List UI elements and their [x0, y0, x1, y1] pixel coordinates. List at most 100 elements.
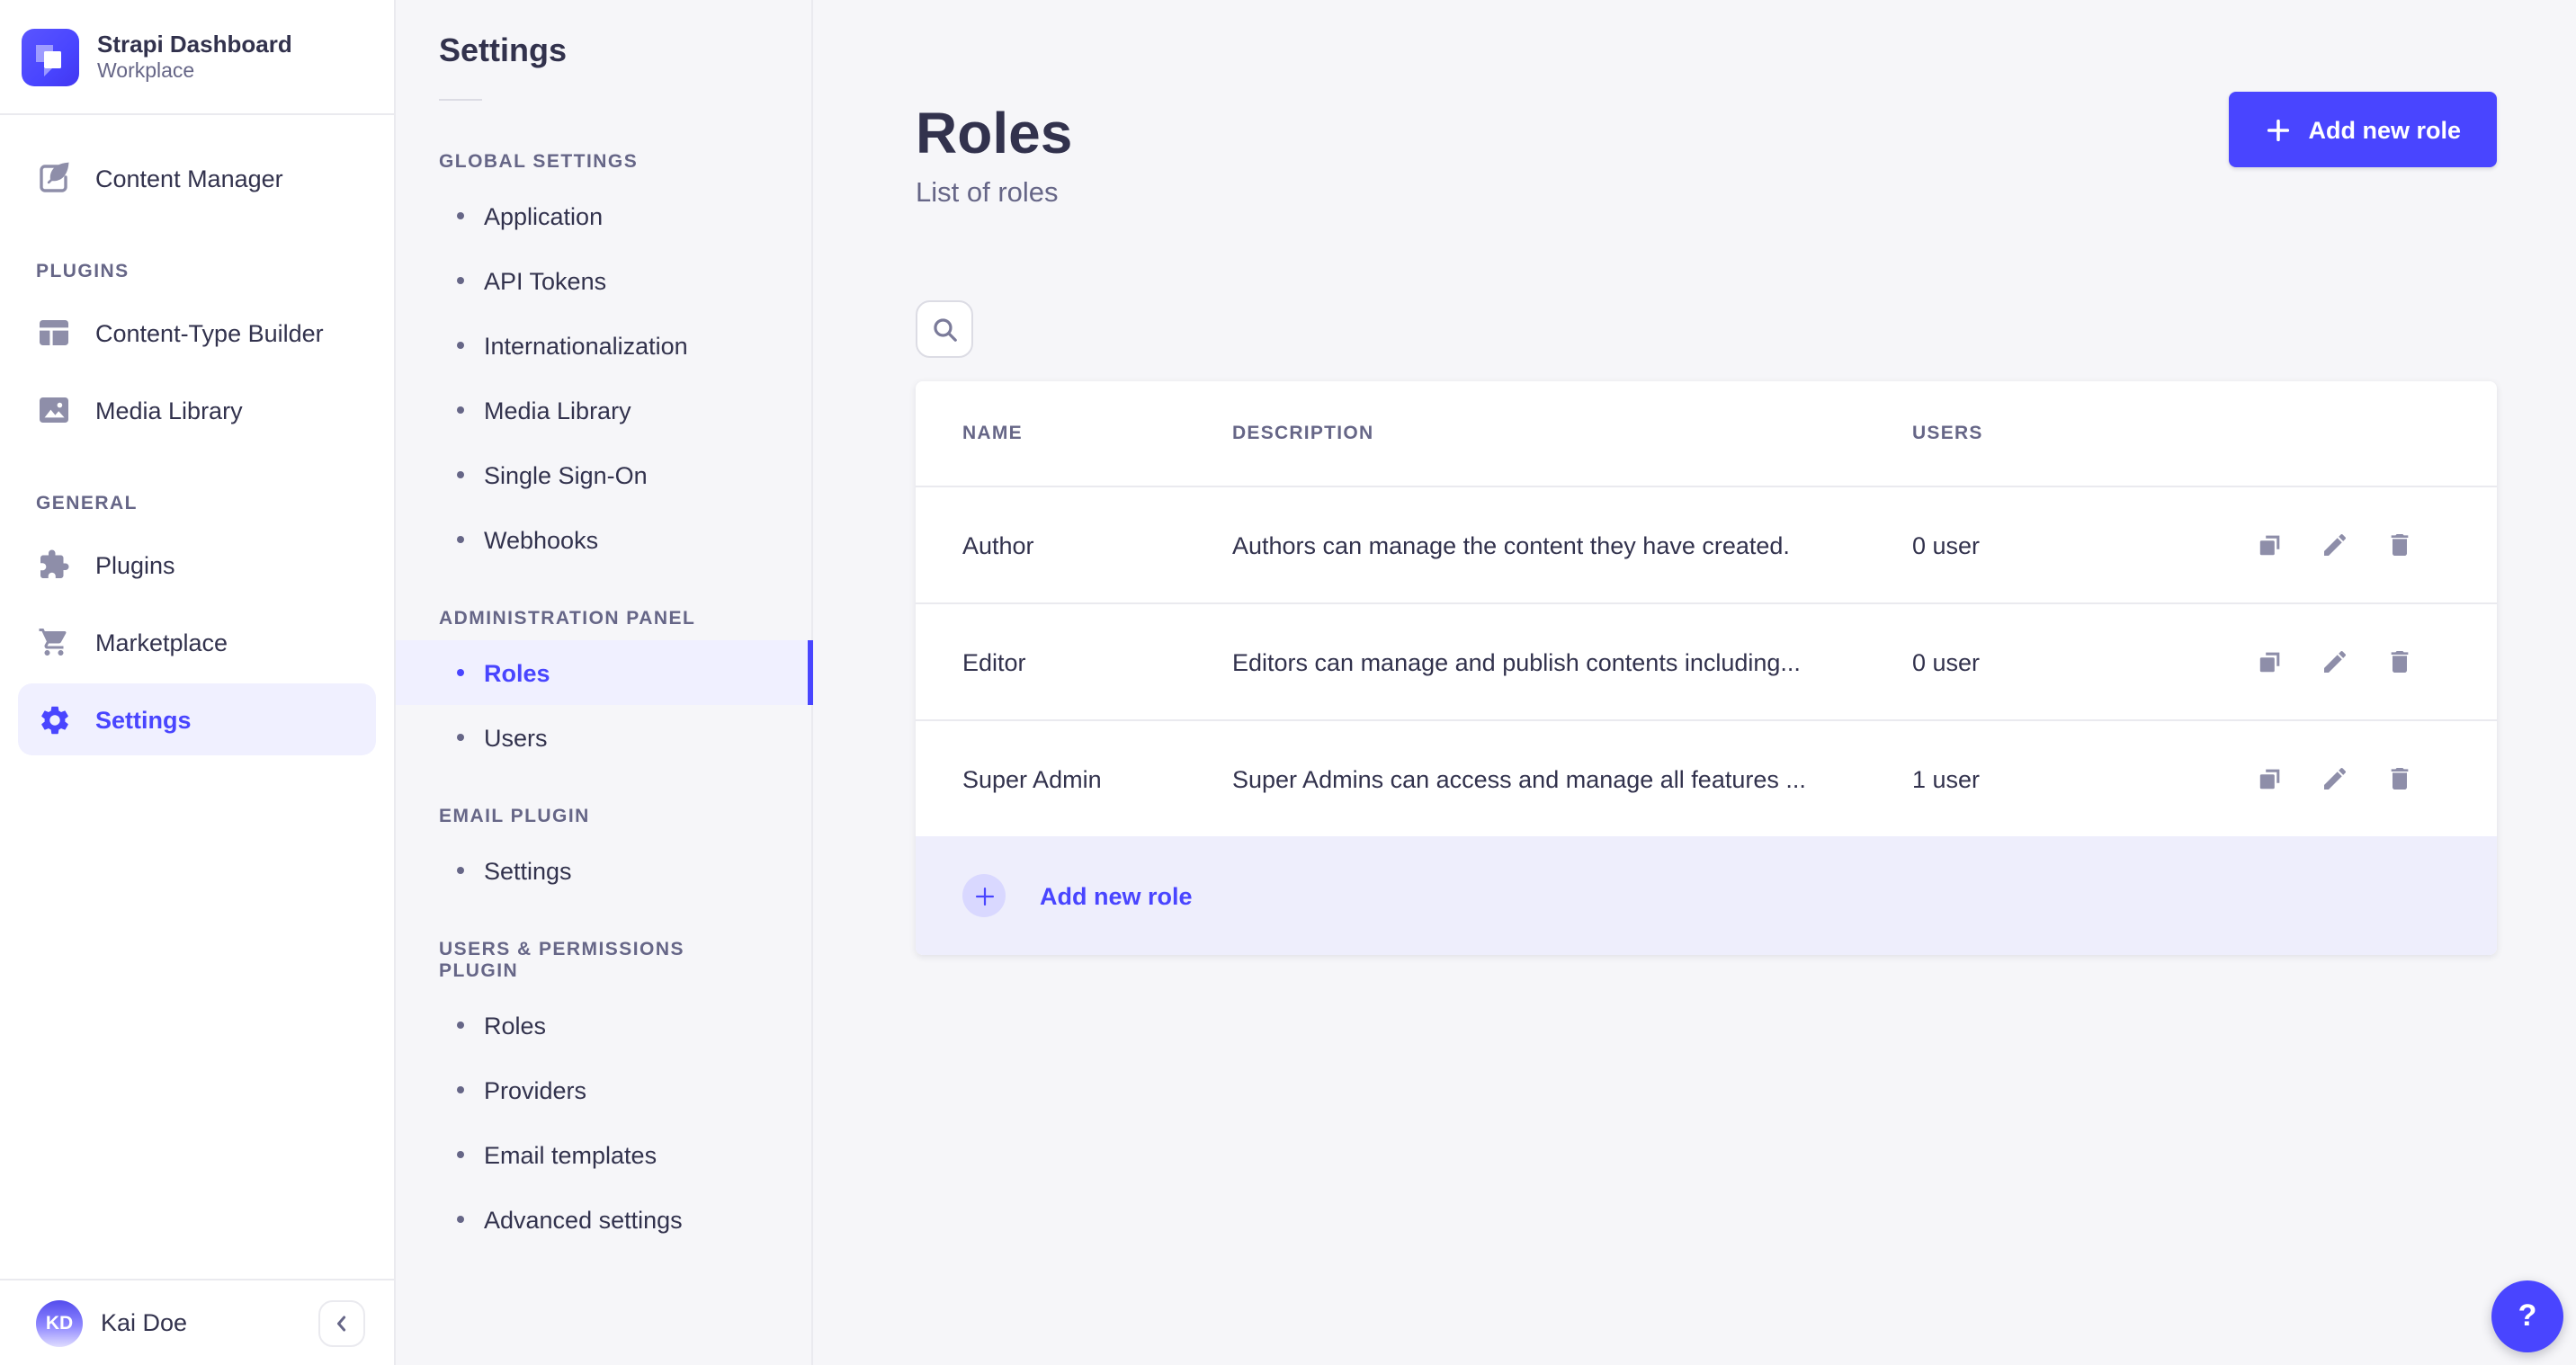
subnav-item-internationalization[interactable]: Internationalization — [396, 313, 811, 378]
table-row[interactable]: Author Authors can manage the content th… — [916, 486, 2497, 602]
subnav-item-webhooks[interactable]: Webhooks — [396, 507, 811, 572]
help-button[interactable]: ? — [2491, 1280, 2563, 1352]
cart-icon — [36, 624, 72, 660]
duplicate-role-button[interactable] — [2256, 531, 2285, 559]
nav-item-content-type-builder[interactable]: Content-Type Builder — [18, 297, 376, 369]
collapse-sidebar-button[interactable] — [318, 1299, 365, 1346]
subnav-item-up-email-templates[interactable]: Email templates — [396, 1122, 811, 1187]
subnav-divider — [439, 99, 482, 101]
subnav-item-label: Webhooks — [484, 526, 599, 553]
subnav-item-label: Users — [484, 724, 548, 751]
subnav-item-label: Single Sign-On — [484, 461, 648, 488]
duplicate-role-button[interactable] — [2256, 647, 2285, 676]
page-subtitle: List of roles — [916, 178, 1059, 209]
column-header-users: USERS — [1912, 423, 1983, 444]
nav-item-media-library[interactable]: Media Library — [18, 374, 376, 446]
app-title: Strapi Dashboard — [97, 30, 292, 57]
subnav-title: Settings — [439, 32, 568, 68]
subnav-item-up-advanced-settings[interactable]: Advanced settings — [396, 1187, 811, 1252]
feather-pen-icon — [36, 160, 72, 196]
subnav-item-admin-users[interactable]: Users — [396, 705, 811, 770]
subnav-item-single-sign-on[interactable]: Single Sign-On — [396, 442, 811, 507]
table-row[interactable]: Editor Editors can manage and publish co… — [916, 602, 2497, 719]
subnav-item-admin-roles[interactable]: Roles — [396, 640, 813, 705]
main-content: Roles List of roles Add new role — [813, 0, 2576, 1365]
avatar[interactable]: KD — [36, 1299, 83, 1346]
image-icon — [36, 392, 72, 428]
nav-section-general: GENERAL — [36, 493, 138, 514]
role-users-cell: 0 user — [1912, 648, 1981, 675]
subnav-section-users-permissions-plugin: USERS & PERMISSIONS PLUGIN — [439, 939, 684, 982]
bullet-icon — [457, 1022, 464, 1029]
trash-icon — [2385, 764, 2414, 793]
page-title: Roles — [916, 101, 1073, 165]
subnav-item-up-providers[interactable]: Providers — [396, 1057, 811, 1122]
role-users-cell: 0 user — [1912, 531, 1981, 558]
nav-item-marketplace[interactable]: Marketplace — [18, 606, 376, 678]
user-name: Kai Doe — [101, 1309, 188, 1336]
workspace-name: Workplace — [97, 60, 195, 82]
subnav-section-email-plugin: EMAIL PLUGIN — [439, 806, 590, 827]
duplicate-icon — [2256, 764, 2285, 793]
footer-add-role-label: Add new role — [1040, 882, 1193, 909]
subnav-item-email-settings[interactable]: Settings — [396, 838, 811, 903]
bullet-icon — [457, 1151, 464, 1158]
subnav-item-label: Advanced settings — [484, 1206, 683, 1233]
subnav-item-label: API Tokens — [484, 267, 607, 294]
subnav-item-api-tokens[interactable]: API Tokens — [396, 248, 811, 313]
plus-icon — [2265, 116, 2292, 143]
add-new-role-button[interactable]: Add new role — [2229, 92, 2497, 167]
sidebar-footer: KD Kai Doe — [0, 1279, 394, 1365]
edit-role-button[interactable] — [2321, 764, 2349, 793]
search-button[interactable] — [916, 300, 973, 358]
workspace-switcher[interactable]: Strapi Dashboard Workplace — [0, 0, 394, 115]
trash-icon — [2385, 647, 2414, 676]
table-footer-add-role[interactable]: Add new role — [916, 836, 2497, 955]
puzzle-icon — [36, 547, 72, 583]
delete-role-button[interactable] — [2385, 764, 2414, 793]
delete-role-button[interactable] — [2385, 531, 2414, 559]
nav-item-content-manager[interactable]: Content Manager — [18, 142, 376, 214]
nav-item-label: Plugins — [95, 551, 175, 578]
subnav-item-label: Roles — [484, 1012, 547, 1039]
subnav-item-media-library[interactable]: Media Library — [396, 378, 811, 442]
settings-subnav: Settings GLOBAL SETTINGS Application API… — [396, 0, 813, 1365]
table-header-row: NAME DESCRIPTION USERS — [916, 381, 2497, 486]
bullet-icon — [457, 406, 464, 414]
nav-item-label: Media Library — [95, 397, 243, 424]
edit-pencil-icon — [2321, 531, 2349, 559]
layout-icon — [36, 315, 72, 351]
edit-role-button[interactable] — [2321, 531, 2349, 559]
bullet-icon — [457, 867, 464, 874]
subnav-item-label: Email templates — [484, 1141, 657, 1168]
duplicate-icon — [2256, 647, 2285, 676]
edit-pencil-icon — [2321, 647, 2349, 676]
main-nav: Content Manager PLUGINS Content-Type Bui… — [0, 115, 394, 755]
nav-item-label: Settings — [95, 706, 192, 733]
roles-table-card: NAME DESCRIPTION USERS Author Authors ca… — [916, 381, 2497, 955]
bullet-icon — [457, 536, 464, 543]
bullet-icon — [457, 342, 464, 349]
table-row[interactable]: Super Admin Super Admins can access and … — [916, 719, 2497, 836]
subnav-item-label: Media Library — [484, 397, 631, 424]
bullet-icon — [457, 277, 464, 284]
gear-icon — [36, 701, 72, 737]
subnav-item-label: Providers — [484, 1076, 587, 1103]
delete-role-button[interactable] — [2385, 647, 2414, 676]
subnav-item-up-roles[interactable]: Roles — [396, 993, 811, 1057]
chevron-left-icon — [329, 1310, 354, 1335]
subnav-item-label: Settings — [484, 857, 572, 884]
nav-item-settings[interactable]: Settings — [18, 683, 376, 755]
role-description-cell: Editors can manage and publish contents … — [1232, 648, 1801, 675]
subnav-section-administration-panel: ADMINISTRATION PANEL — [439, 608, 696, 629]
search-icon — [929, 314, 960, 344]
subnav-item-application[interactable]: Application — [396, 183, 811, 248]
duplicate-role-button[interactable] — [2256, 764, 2285, 793]
nav-item-plugins[interactable]: Plugins — [18, 529, 376, 601]
subnav-item-label: Internationalization — [484, 332, 688, 359]
edit-role-button[interactable] — [2321, 647, 2349, 676]
subnav-section-global-settings: GLOBAL SETTINGS — [439, 151, 639, 173]
main-sidebar: Strapi Dashboard Workplace Content Manag… — [0, 0, 396, 1365]
strapi-logo — [22, 28, 79, 85]
